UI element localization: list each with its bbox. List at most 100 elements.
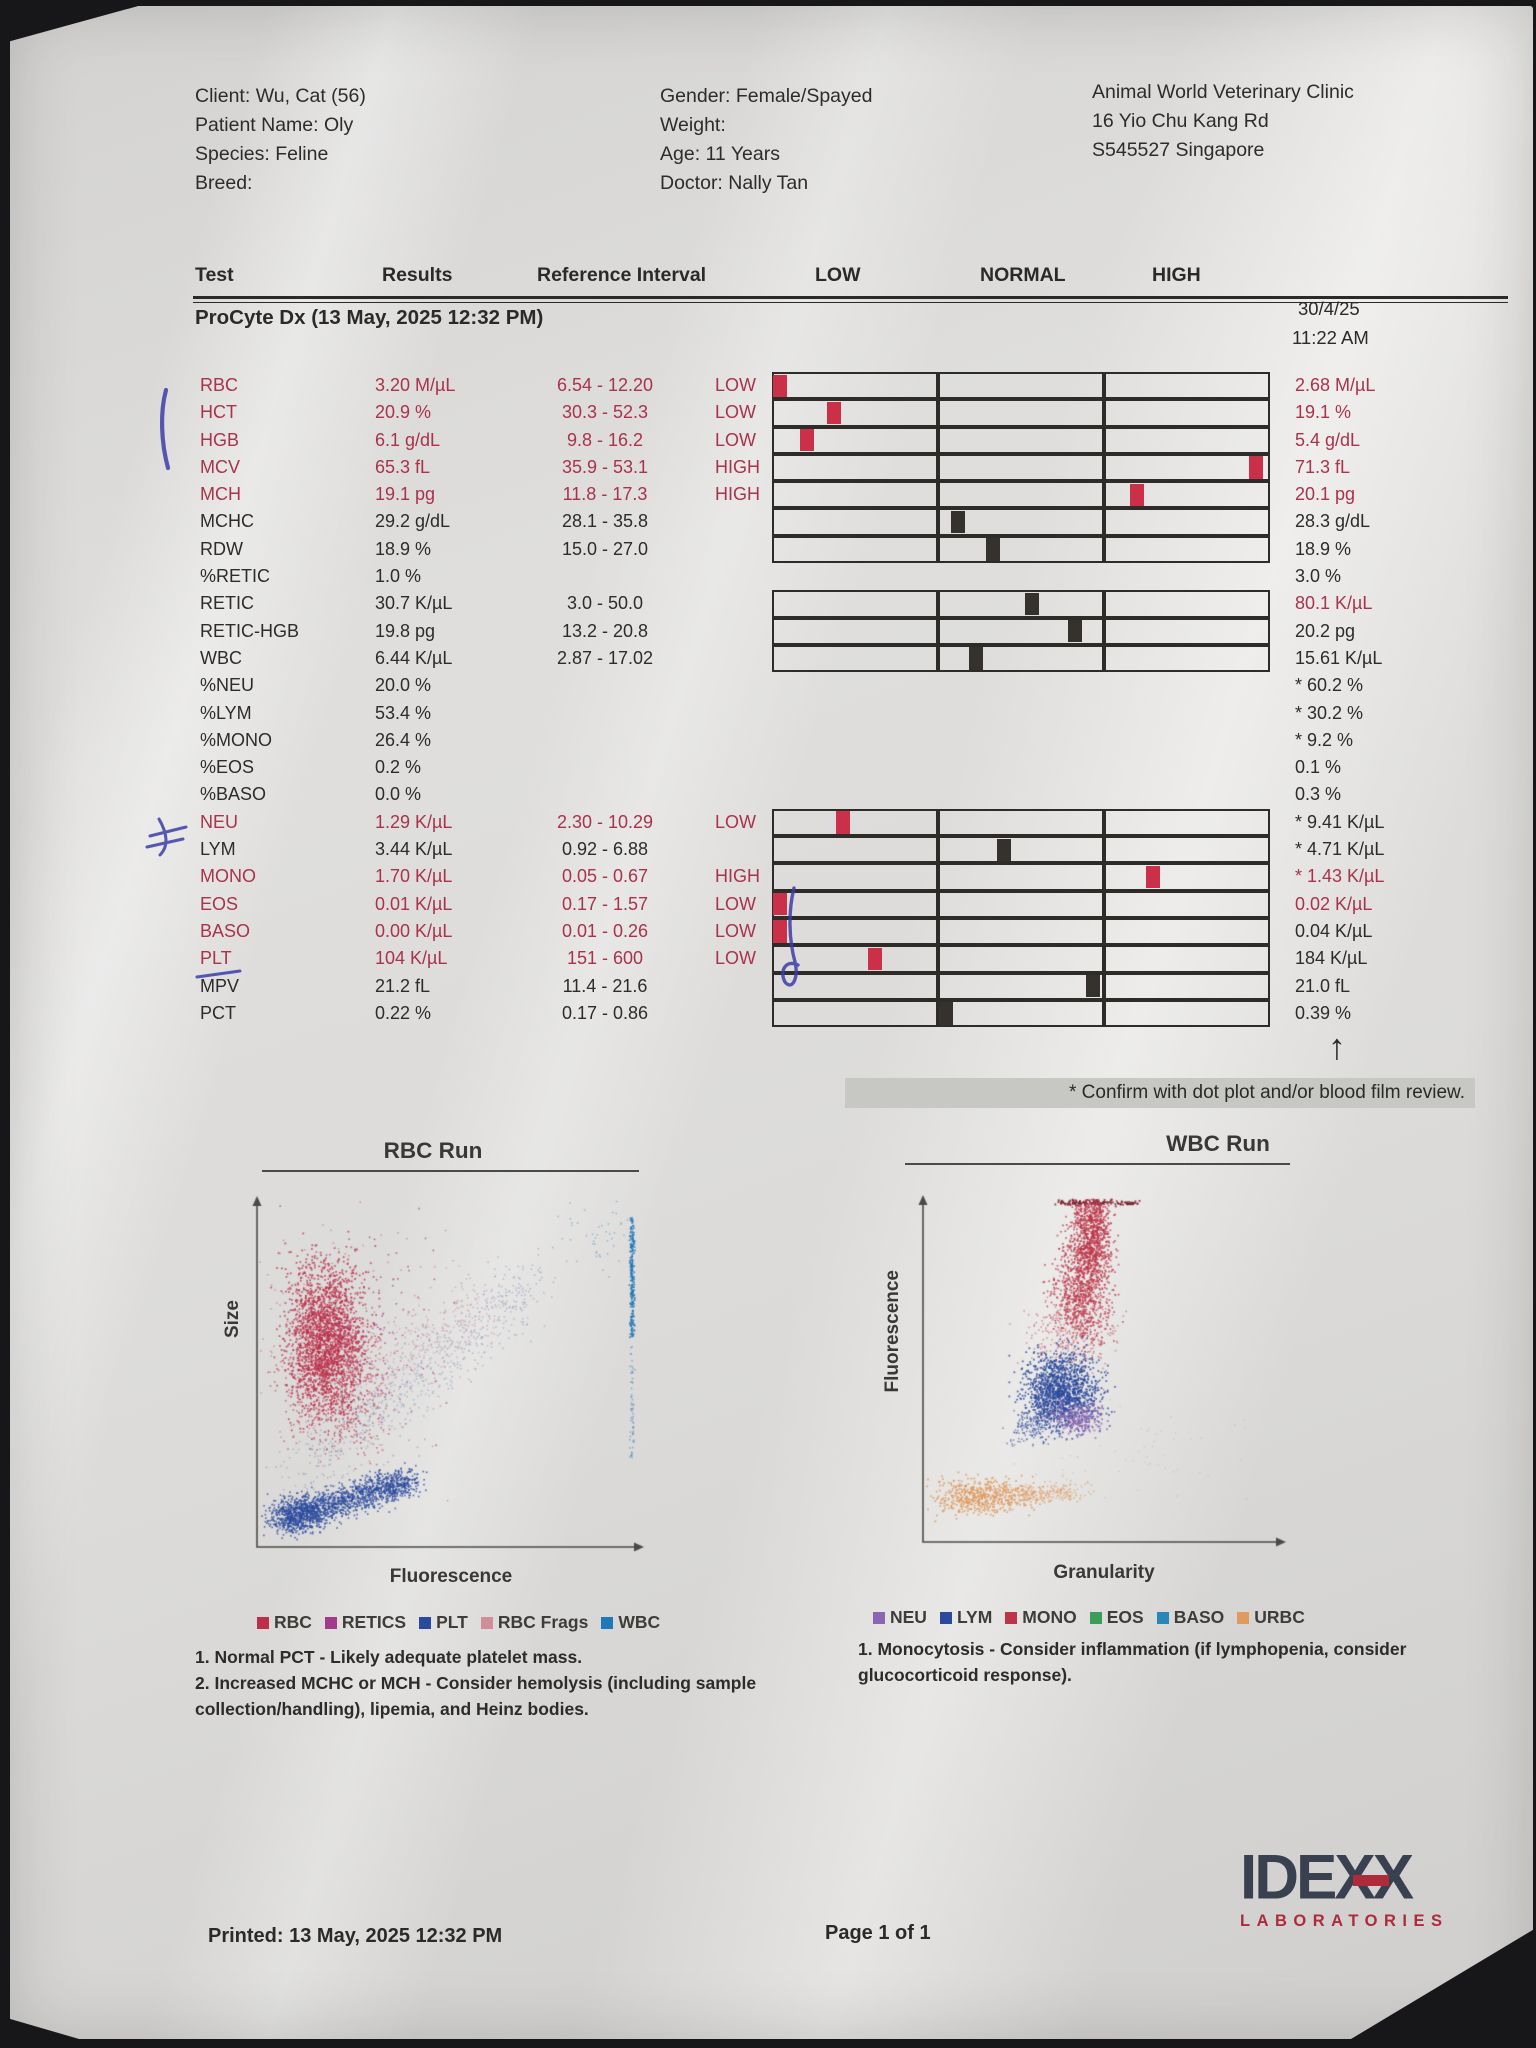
legend-label: PLT <box>436 1612 468 1632</box>
range-segment <box>1104 372 1270 400</box>
previous-value: 71.3 fL <box>1295 456 1351 477</box>
range-segment <box>772 508 938 536</box>
test-result: 0.00 K/µL <box>375 920 453 941</box>
range-segment <box>938 999 1104 1028</box>
test-name: RDW <box>200 538 243 559</box>
legend-label: WBC <box>618 1612 661 1632</box>
result-row-BASO: BASO 0.00 K/µL 0.01 - 0.26 LOW 0.04 K/µL <box>195 917 1521 946</box>
legend-label: URBC <box>1254 1607 1305 1627</box>
range-segment <box>938 617 1104 645</box>
range-segment <box>938 590 1104 618</box>
test-result: 29.2 g/dL <box>375 511 451 532</box>
reference-interval: 13.2 - 20.8 <box>561 620 649 641</box>
test-result: 0.2 % <box>375 757 422 778</box>
previous-value: 21.0 fL <box>1295 975 1351 996</box>
reference-interval: 0.17 - 1.57 <box>561 893 649 914</box>
legend-swatch <box>601 1616 614 1629</box>
results-rows: RBC 3.20 M/µL 6.54 - 12.20 LOW 2.68 M/µL HCT 2… <box>195 372 1521 1028</box>
range-segment <box>1104 481 1270 509</box>
range-bar <box>772 372 1270 400</box>
previous-value: * 4.71 K/µL <box>1295 839 1385 860</box>
reference-interval: 30.3 - 52.3 <box>561 402 649 423</box>
result-row-HCT: HCT 20.9 % 30.3 - 52.3 LOW 19.1 % <box>195 399 1521 427</box>
wbc-run-title: WBC Run <box>1166 1131 1270 1156</box>
range-segment <box>938 863 1104 891</box>
rbc-run-ylabel: Size <box>222 1300 243 1339</box>
range-marker <box>799 429 814 452</box>
range-segment <box>772 945 938 973</box>
test-name: %RETIC <box>200 566 271 587</box>
rbc-run-notes: 1. Normal PCT - Likely adequate platelet… <box>195 1644 760 1722</box>
result-row-%EOS: %EOS 0.2 % 0.1 % <box>195 754 1521 781</box>
previous-value: * 60.2 % <box>1295 675 1364 696</box>
column-header-low: LOW <box>815 264 861 286</box>
legend-swatch <box>1089 1611 1102 1624</box>
test-name: PCT <box>200 1002 236 1023</box>
test-name: NEU <box>200 811 239 832</box>
legend-item-NEU: NEU <box>873 1607 927 1628</box>
weight-line: Weight: <box>660 114 726 136</box>
abnormal-flag: HIGH <box>715 456 760 477</box>
previous-run-time: 11:22 AM <box>1292 327 1369 348</box>
previous-value: 3.0 % <box>1295 566 1342 587</box>
range-marker <box>1025 592 1040 616</box>
range-segment <box>938 453 1104 482</box>
range-segment <box>1104 808 1270 837</box>
range-segment <box>938 535 1104 564</box>
previous-value: 0.02 K/µL <box>1295 893 1373 914</box>
range-marker <box>773 893 787 916</box>
abnormal-flag: LOW <box>715 429 757 450</box>
range-marker <box>1145 865 1160 889</box>
abnormal-flag: LOW <box>715 920 757 941</box>
legend-label: EOS <box>1106 1607 1144 1627</box>
rbc-run-title: RBC Run <box>383 1138 483 1163</box>
test-name: WBC <box>200 647 242 668</box>
legend-label: MONO <box>1022 1607 1077 1627</box>
patient-details-block: Gender: Female/Spayed Weight: Age: 11 Ye… <box>660 82 1060 198</box>
wbc-run-ylabel: Fluorescence <box>882 1270 903 1393</box>
range-segment <box>772 808 938 837</box>
legend-swatch <box>1156 1611 1169 1624</box>
legend-item-MONO: MONO <box>1005 1607 1077 1628</box>
report-paper <box>10 6 1533 2039</box>
test-result: 21.2 fL <box>375 975 431 996</box>
header-rule-top <box>193 296 1508 299</box>
result-row-%RETIC: %RETIC 1.0 % 3.0 % <box>195 563 1521 590</box>
range-marker <box>827 401 842 425</box>
range-bar <box>772 508 1270 536</box>
range-segment <box>1104 399 1270 427</box>
result-row-PLT: PLT 104 K/µL 151 - 600 LOW 184 K/µL <box>195 945 1521 973</box>
species-line: Species: Feline <box>195 143 329 165</box>
legend-swatch <box>939 1611 952 1624</box>
range-bar <box>772 863 1270 891</box>
idexx-logo-sub: LABORATORIES <box>1240 1912 1449 1930</box>
legend-swatch <box>480 1616 493 1629</box>
range-segment <box>938 372 1104 400</box>
range-segment <box>1104 999 1270 1028</box>
legend-item-RETICS: RETICS <box>324 1612 406 1633</box>
range-segment <box>1104 917 1270 946</box>
range-segment <box>772 481 938 509</box>
range-marker <box>1086 975 1101 998</box>
previous-value: 80.1 K/µL <box>1295 593 1373 614</box>
range-segment <box>772 372 938 400</box>
rbc-run-plot <box>251 1193 647 1553</box>
reference-interval: 151 - 600 <box>566 948 644 969</box>
result-row-MCHC: MCHC 29.2 g/dL 28.1 - 35.8 28.3 g/dL <box>195 508 1521 536</box>
test-result: 3.44 K/µL <box>375 839 453 860</box>
result-row-RETIC-HGB: RETIC-HGB 19.8 pg 13.2 - 20.8 20.2 pg <box>195 617 1521 645</box>
range-bar <box>772 590 1270 618</box>
reference-interval: 0.17 - 0.86 <box>561 1002 649 1023</box>
rbc-run-legend: RBC RETICS PLT RBC Frags WBC <box>257 1612 660 1633</box>
reference-interval: 11.8 - 17.3 <box>562 484 648 505</box>
test-name: %EOS <box>200 757 255 778</box>
range-segment <box>772 399 938 427</box>
note-line: 2. Increased MCHC or MCH - Consider hemo… <box>195 1673 757 1719</box>
test-name: RETIC-HGB <box>200 620 299 641</box>
result-row-%BASO: %BASO 0.0 % 0.3 % <box>195 781 1521 808</box>
legend-item-PLT: PLT <box>419 1612 468 1633</box>
range-segment <box>772 863 938 891</box>
legend-swatch <box>873 1611 885 1624</box>
test-result: 53.4 % <box>375 702 432 723</box>
